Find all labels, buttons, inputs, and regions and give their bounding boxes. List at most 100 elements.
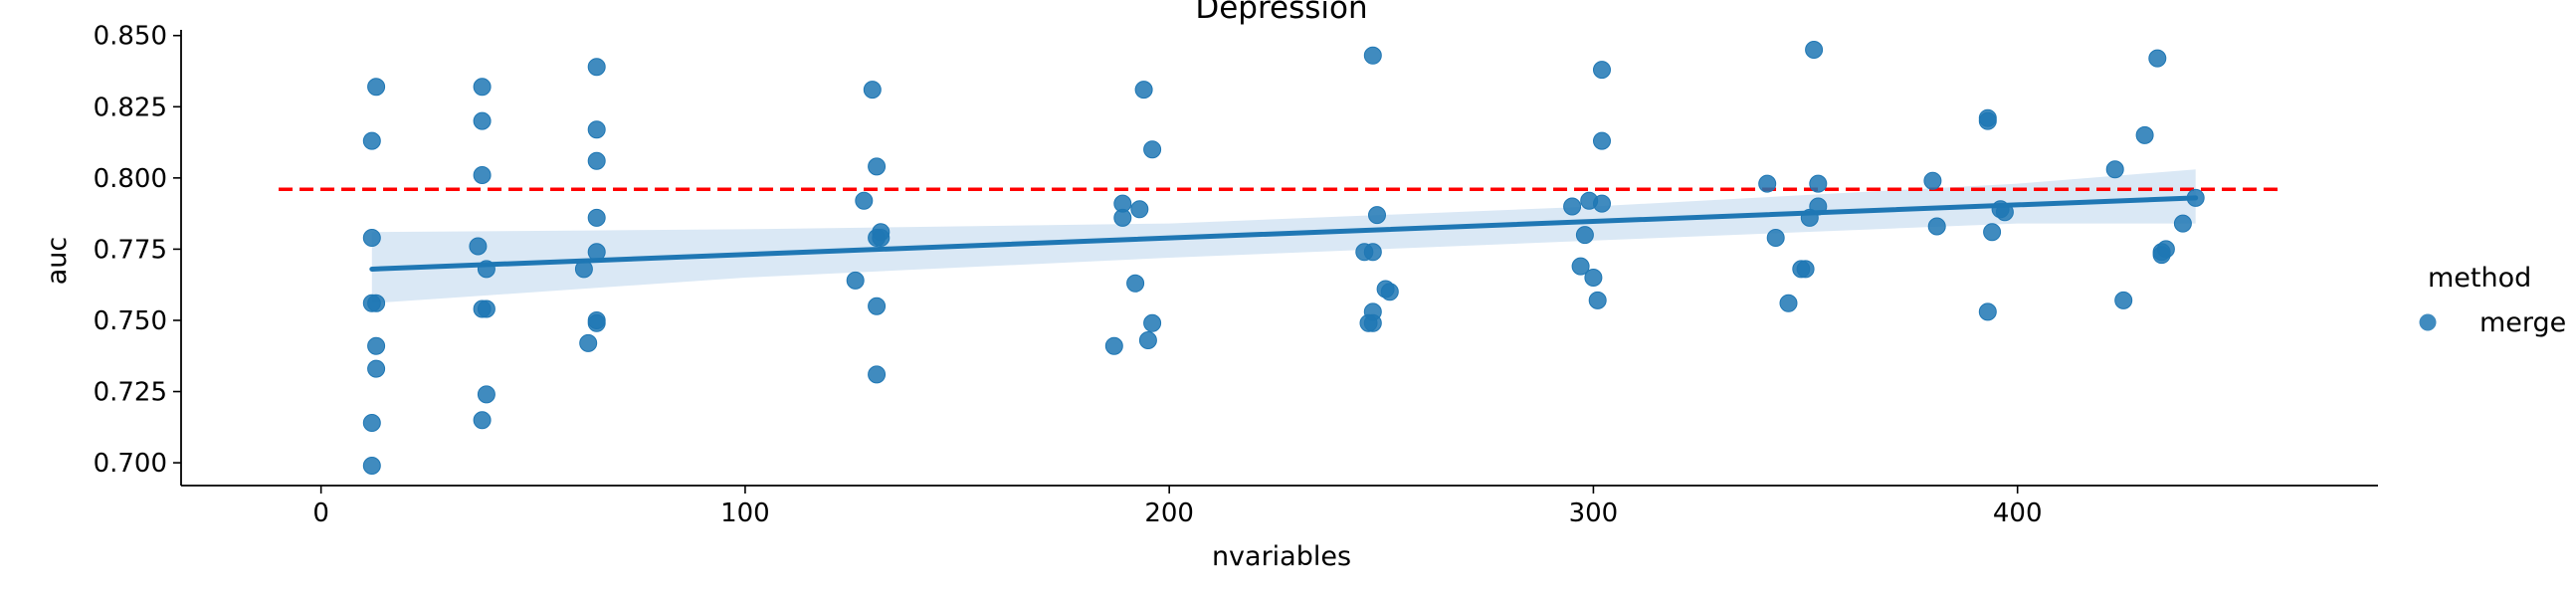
data-point xyxy=(2105,160,2124,179)
legend: method merge xyxy=(2419,263,2566,338)
data-point xyxy=(1978,302,1997,321)
data-point xyxy=(1584,269,1603,287)
data-point xyxy=(367,78,386,97)
data-point xyxy=(1779,294,1798,312)
data-point xyxy=(1126,274,1145,293)
data-point xyxy=(1593,194,1611,213)
data-point xyxy=(2114,291,2133,309)
data-point xyxy=(1380,283,1399,301)
axes-layer xyxy=(180,30,2378,487)
data-point xyxy=(587,243,606,262)
data-point xyxy=(872,229,891,247)
data-point xyxy=(1809,174,1828,193)
data-point xyxy=(574,260,593,279)
data-point xyxy=(1363,243,1382,262)
data-point xyxy=(367,336,386,355)
legend-label-merge: merge xyxy=(2479,307,2566,338)
data-point xyxy=(587,151,606,170)
data-point xyxy=(1113,208,1132,227)
data-point xyxy=(1143,313,1162,332)
data-point xyxy=(469,237,488,256)
data-point xyxy=(473,166,492,184)
data-point xyxy=(587,120,606,139)
data-point xyxy=(477,385,495,404)
points-layer xyxy=(362,41,2205,475)
data-point xyxy=(846,271,865,290)
data-point xyxy=(863,81,882,100)
data-point xyxy=(367,359,386,378)
data-point xyxy=(473,411,492,430)
data-point xyxy=(2152,246,2171,265)
data-point xyxy=(1593,61,1611,80)
data-point xyxy=(1134,81,1153,100)
data-point xyxy=(2186,188,2205,207)
data-point xyxy=(1758,174,1777,193)
data-point xyxy=(1978,111,1997,130)
data-point xyxy=(1588,291,1607,309)
data-point xyxy=(1805,41,1824,59)
confidence-band xyxy=(371,169,2196,303)
data-point xyxy=(587,58,606,77)
data-point xyxy=(1995,203,2014,222)
y-tick-label: 0.850 xyxy=(94,22,167,52)
y-axis-title: auc xyxy=(42,237,73,286)
data-point xyxy=(473,78,492,97)
data-point xyxy=(1575,226,1594,245)
data-point xyxy=(1796,260,1815,279)
legend-title: method xyxy=(2428,263,2531,294)
y-tick-label: 0.775 xyxy=(94,235,167,265)
chart-title: Depression xyxy=(1195,0,1367,26)
data-point xyxy=(1571,257,1590,276)
data-point xyxy=(362,131,381,150)
data-point xyxy=(1138,331,1157,349)
x-ticks: 0 100 200 300 400 xyxy=(312,486,2043,528)
data-point xyxy=(477,299,495,318)
data-point xyxy=(1130,200,1149,219)
data-point xyxy=(1593,131,1611,150)
x-tick-label: 0 xyxy=(312,498,329,528)
data-point xyxy=(1923,171,1942,190)
data-point xyxy=(1800,208,1819,227)
data-point xyxy=(868,157,887,176)
data-point xyxy=(1368,206,1386,225)
y-tick-label: 0.725 xyxy=(94,378,167,408)
y-tick-label: 0.825 xyxy=(94,93,167,122)
x-tick-label: 200 xyxy=(1144,498,1194,528)
legend-marker xyxy=(2419,313,2437,331)
y-ticks: 0.700 0.725 0.750 0.775 0.800 0.825 0.850 xyxy=(94,22,181,479)
y-tick-label: 0.700 xyxy=(94,449,167,479)
data-point xyxy=(1104,336,1123,355)
x-tick-label: 100 xyxy=(720,498,770,528)
regression-line xyxy=(369,195,2199,272)
y-tick-label: 0.750 xyxy=(94,306,167,336)
data-point xyxy=(2135,125,2154,144)
data-point xyxy=(477,260,495,279)
x-tick-label: 400 xyxy=(1993,498,2043,528)
data-point xyxy=(1363,313,1382,332)
data-point xyxy=(855,191,874,210)
data-point xyxy=(579,333,598,352)
x-axis-title: nvariables xyxy=(1212,541,1351,572)
data-point xyxy=(2173,214,2192,233)
data-point xyxy=(362,414,381,432)
data-point xyxy=(1983,223,2002,242)
data-point xyxy=(868,297,887,315)
data-point xyxy=(362,457,381,475)
data-point xyxy=(868,365,887,384)
data-point xyxy=(1563,197,1582,216)
data-point xyxy=(362,229,381,247)
data-point xyxy=(587,208,606,227)
data-point xyxy=(1927,217,1946,236)
y-tick-label: 0.800 xyxy=(94,164,167,194)
data-point xyxy=(2148,49,2167,68)
data-point xyxy=(367,294,386,312)
confidence-band-layer xyxy=(371,169,2196,303)
data-point xyxy=(587,313,606,332)
data-point xyxy=(1143,140,1162,159)
x-tick-label: 300 xyxy=(1569,498,1619,528)
data-point xyxy=(1766,229,1785,247)
data-point xyxy=(473,111,492,130)
data-point xyxy=(1363,46,1382,65)
